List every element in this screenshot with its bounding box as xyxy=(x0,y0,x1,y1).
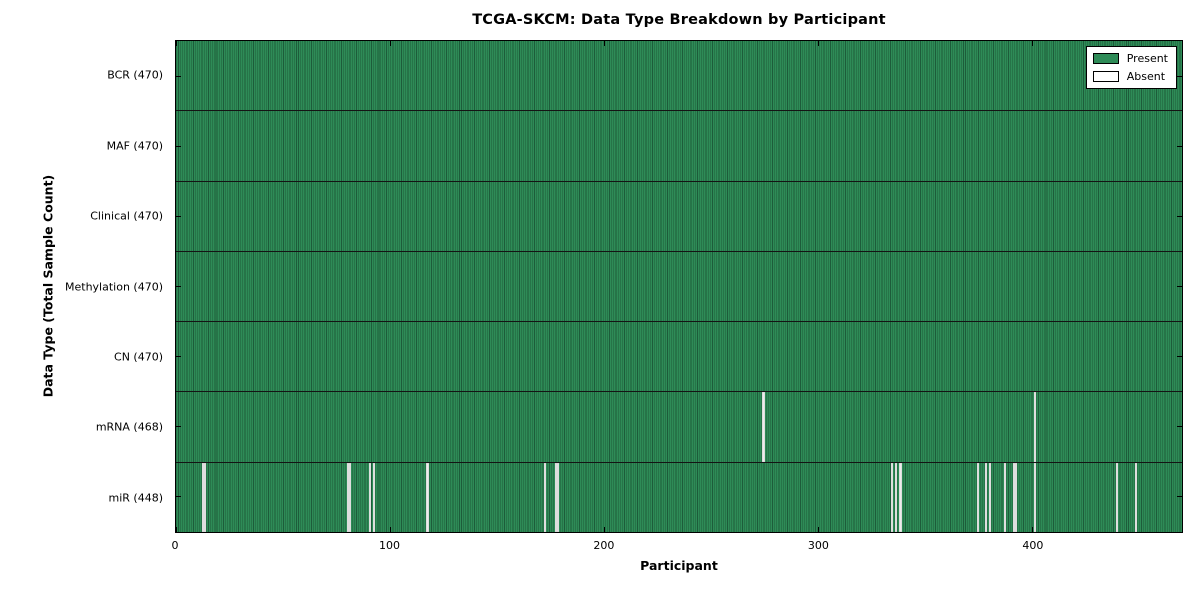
x-tick-mark-top-100 xyxy=(389,41,391,46)
x-tick-mark-bottom-400 xyxy=(1031,527,1033,532)
absent-gap-miR-374 xyxy=(976,462,979,532)
x-tick-mark-bottom-300 xyxy=(817,527,819,532)
absent-gap-miR-13 xyxy=(203,462,206,532)
x-tick-mark-top-300 xyxy=(817,41,819,46)
row-mRNA xyxy=(176,392,1182,463)
y-tick-mark-right-MAF xyxy=(1177,145,1182,147)
x-tick-mark-top-0 xyxy=(175,41,177,46)
absent-gap-miR-392 xyxy=(1015,462,1018,532)
x-tick-mark-bottom-100 xyxy=(389,527,391,532)
y-tick-mark-right-Methylation xyxy=(1177,286,1182,287)
row-MAF xyxy=(176,111,1182,182)
x-tick-label-200: 200 xyxy=(593,539,615,552)
absent-gap-miR-81 xyxy=(349,462,352,532)
absent-gap-miR-387 xyxy=(1004,462,1007,532)
absent-gap-miR-380 xyxy=(989,462,992,532)
y-tick-label-MAF: MAF (470) xyxy=(106,139,163,153)
plot-area: Present Absent xyxy=(175,40,1183,533)
x-tick-label-100: 100 xyxy=(378,539,400,552)
absent-gap-miR-92 xyxy=(372,462,376,532)
y-tick-mark-right-BCR xyxy=(1177,75,1182,77)
absent-gap-miR-391 xyxy=(1012,462,1016,532)
absent-gap-mRNA-274 xyxy=(762,392,765,462)
y-tick-mark-left-Clinical xyxy=(176,215,181,217)
x-tick-mark-top-400 xyxy=(1031,41,1033,46)
absent-gap-miR-80 xyxy=(347,462,350,532)
y-tick-mark-left-Methylation xyxy=(176,286,181,287)
y-tick-mark-left-MAF xyxy=(176,145,181,147)
y-tick-label-Methylation: Methylation (470) xyxy=(65,280,163,293)
y-tick-mark-right-CN xyxy=(1177,356,1182,358)
x-tick-mark-bottom-200 xyxy=(603,527,605,532)
row-Methylation xyxy=(176,251,1182,323)
row-CN xyxy=(176,322,1182,393)
row-miR xyxy=(176,462,1182,532)
y-tick-label-miR: miR (448) xyxy=(108,491,164,505)
y-tick-label-CN: CN (470) xyxy=(114,350,163,364)
y-axis-tick-labels: BCR (470) MAF (470) Clinical (470) Methylat… xyxy=(0,40,169,533)
absent-gap-miR-334 xyxy=(890,462,894,532)
row-Clinical xyxy=(176,181,1182,252)
x-tick-mark-top-200 xyxy=(603,41,605,46)
absent-gap-miR-117 xyxy=(426,462,429,532)
absent-swatch-icon xyxy=(1092,71,1119,82)
absent-gap-miR-439 xyxy=(1115,462,1118,532)
absent-gap-miR-172 xyxy=(544,462,547,532)
chart-title: TCGA-SKCM: Data Type Breakdown by Partic… xyxy=(472,12,886,28)
legend-entry-absent: Absent xyxy=(1092,70,1168,83)
y-tick-label-Clinical: Clinical (470) xyxy=(90,209,163,223)
y-tick-mark-left-BCR xyxy=(176,75,181,77)
absent-gap-miR-90 xyxy=(368,462,371,532)
x-axis-tick-labels: 0 100 200 300 400 xyxy=(171,539,1183,555)
y-tick-mark-right-mRNA xyxy=(1177,426,1182,428)
absent-gap-miR-336 xyxy=(895,462,898,532)
x-tick-label-0: 0 xyxy=(171,539,179,552)
legend-label-absent: Absent xyxy=(1126,70,1166,83)
x-tick-label-300: 300 xyxy=(807,539,829,552)
absent-gap-miR-177 xyxy=(554,462,557,532)
y-tick-mark-left-mRNA xyxy=(176,426,181,428)
absent-gap-miR-178 xyxy=(556,462,560,532)
legend: Present Absent xyxy=(1085,46,1177,89)
absent-gap-miR-338 xyxy=(899,462,902,532)
y-tick-mark-left-CN xyxy=(176,356,181,358)
y-tick-mark-right-Clinical xyxy=(1177,215,1182,217)
x-tick-label-400: 400 xyxy=(1022,539,1044,552)
absent-gap-miR-448 xyxy=(1134,462,1138,532)
y-tick-mark-right-miR xyxy=(1177,496,1182,498)
absent-gap-miR-401 xyxy=(1034,462,1037,532)
legend-entry-present: Present xyxy=(1092,52,1168,65)
absent-gap-miR-378 xyxy=(985,462,988,532)
y-tick-label-mRNA: mRNA (468) xyxy=(95,420,163,434)
absent-gap-mRNA-401 xyxy=(1034,392,1037,462)
present-swatch-icon xyxy=(1092,53,1119,64)
x-tick-mark-bottom-0 xyxy=(175,527,177,532)
absent-gap-miR-12 xyxy=(201,462,204,532)
row-BCR xyxy=(176,41,1182,112)
y-tick-mark-left-miR xyxy=(176,496,181,498)
y-tick-label-BCR: BCR (470) xyxy=(107,68,163,82)
presence-matrix xyxy=(176,41,1182,532)
legend-label-present: Present xyxy=(1126,52,1168,65)
x-axis-title: Participant xyxy=(640,558,718,573)
